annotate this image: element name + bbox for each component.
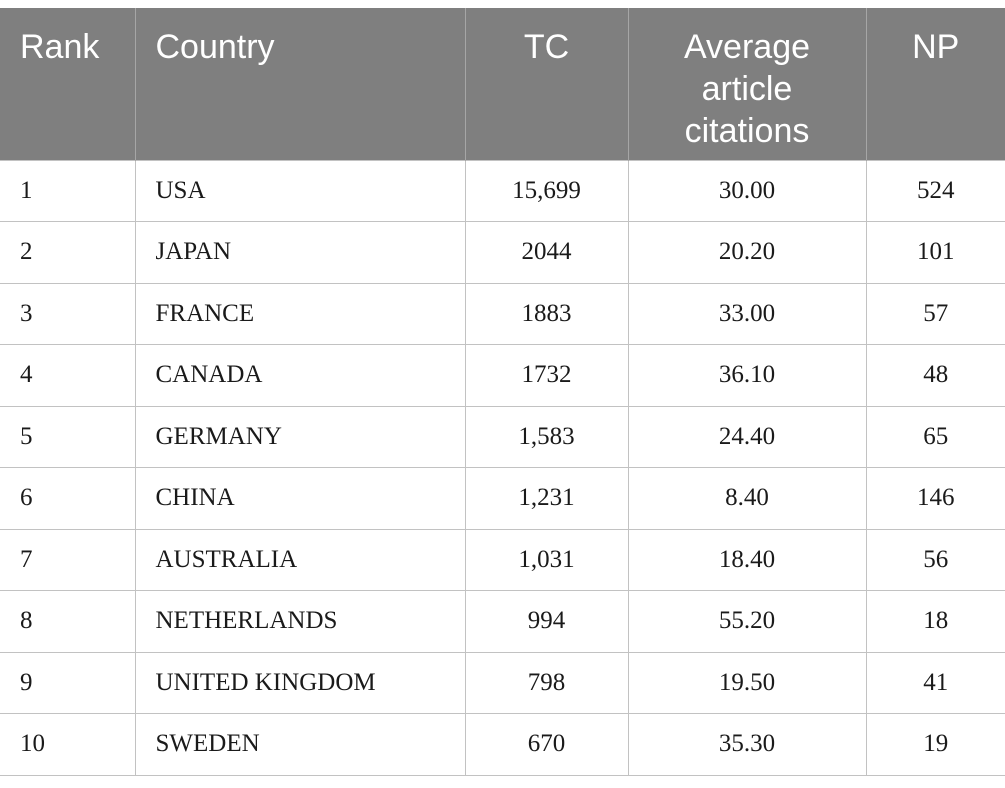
table-body: 1 USA 15,699 30.00 524 2 JAPAN 2044 20.20 101 3 FRA… — [0, 159, 1005, 776]
table-cell: 1,031 — [464, 528, 629, 591]
table-cell: JAPAN — [134, 221, 466, 284]
table-cell: 36.10 — [627, 344, 867, 407]
table-cell: 4 — [0, 344, 136, 407]
table-row: 5 GERMANY 1,583 24.40 65 — [0, 405, 1005, 468]
table-row: 9 UNITED KINGDOM 798 19.50 41 — [0, 651, 1005, 714]
table-cell: 1,231 — [464, 467, 629, 530]
table-cell: 65 — [865, 405, 1005, 468]
table-cell: 8 — [0, 590, 136, 653]
table-cell: 8.40 — [627, 467, 867, 530]
table-cell: 670 — [464, 713, 629, 776]
table-cell: 5 — [0, 405, 136, 468]
table-cell: USA — [134, 159, 466, 222]
table-cell: 1 — [0, 159, 136, 222]
table-cell: 30.00 — [627, 159, 867, 222]
table-row: 8 NETHERLANDS 994 55.20 18 — [0, 590, 1005, 653]
table-row: 1 USA 15,699 30.00 524 — [0, 159, 1005, 222]
table-row: 10 SWEDEN 670 35.30 19 — [0, 713, 1005, 776]
table-cell: 3 — [0, 282, 136, 345]
table-cell: 10 — [0, 713, 136, 776]
table-cell: GERMANY — [134, 405, 466, 468]
table-cell: 55.20 — [627, 590, 867, 653]
table-cell: 2 — [0, 221, 136, 284]
table-cell: 1732 — [464, 344, 629, 407]
table-cell: 2044 — [464, 221, 629, 284]
table-cell: 35.30 — [627, 713, 867, 776]
table-cell: UNITED KINGDOM — [134, 651, 466, 714]
table-row: 6 CHINA 1,231 8.40 146 — [0, 467, 1005, 530]
table-cell: FRANCE — [134, 282, 466, 345]
table-row: 3 FRANCE 1883 33.00 57 — [0, 282, 1005, 345]
table-cell: 18.40 — [627, 528, 867, 591]
header-cell: TC — [464, 8, 628, 160]
table-cell: CANADA — [134, 344, 466, 407]
table-cell: SWEDEN — [134, 713, 466, 776]
table-cell: CHINA — [134, 467, 466, 530]
table-cell: 48 — [865, 344, 1005, 407]
header-cell: Rank — [0, 8, 135, 160]
table-cell: 146 — [865, 467, 1005, 530]
table-row: 4 CANADA 1732 36.10 48 — [0, 344, 1005, 407]
table-cell: 19 — [865, 713, 1005, 776]
table-cell: 20.20 — [627, 221, 867, 284]
table-cell: 15,699 — [464, 159, 629, 222]
table-row: 2 JAPAN 2044 20.20 101 — [0, 221, 1005, 284]
table-cell: 6 — [0, 467, 136, 530]
table-cell: 994 — [464, 590, 629, 653]
table-cell: 24.40 — [627, 405, 867, 468]
table-cell: 19.50 — [627, 651, 867, 714]
header-cell: NP — [865, 8, 1005, 160]
header-cell: Average article citations — [627, 8, 866, 160]
table-cell: 1883 — [464, 282, 629, 345]
table-row: 7 AUSTRALIA 1,031 18.40 56 — [0, 528, 1005, 591]
table-cell: 41 — [865, 651, 1005, 714]
table-cell: NETHERLANDS — [134, 590, 466, 653]
table-cell: 798 — [464, 651, 629, 714]
table-cell: 57 — [865, 282, 1005, 345]
table-cell: 1,583 — [464, 405, 629, 468]
header-row: Rank Country TC Average article citations NP — [0, 8, 1005, 160]
data-table: Rank Country TC Average article citations NP… — [0, 8, 1005, 776]
table-cell: 9 — [0, 651, 136, 714]
table-cell: 56 — [865, 528, 1005, 591]
table-cell: 18 — [865, 590, 1005, 653]
table-cell: 33.00 — [627, 282, 867, 345]
table-cell: 524 — [865, 159, 1005, 222]
table-cell: 101 — [865, 221, 1005, 284]
table-cell: AUSTRALIA — [134, 528, 466, 591]
header-cell: Country — [134, 8, 465, 160]
table-cell: 7 — [0, 528, 136, 591]
